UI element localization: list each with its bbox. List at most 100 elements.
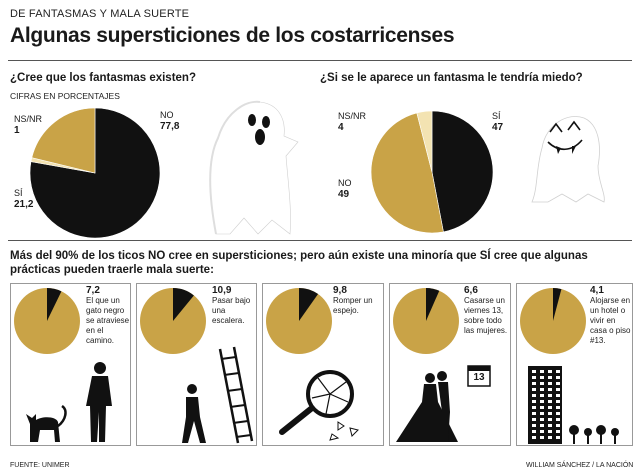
panel-black-cat bbox=[10, 283, 131, 446]
pie1-label-si: SÍ 21,2 bbox=[14, 188, 34, 210]
item-mirror: 9,8 Romper un espejo. bbox=[333, 285, 373, 315]
pie1-label-nsnr: NS/NR 1 bbox=[14, 114, 43, 136]
hotel-window bbox=[556, 376, 560, 379]
hotel-window bbox=[532, 376, 536, 379]
pie-chart-ghosts-exist bbox=[29, 107, 161, 239]
kicker: DE FANTASMAS Y MALA SUERTE bbox=[10, 8, 190, 20]
mini-pie-yes-slice bbox=[299, 288, 319, 321]
pie-chart-ghost-fear bbox=[370, 110, 494, 234]
superstition-note: Más del 90% de los ticos NO cree en supe… bbox=[10, 250, 588, 276]
cute-ghost-illustration bbox=[531, 116, 605, 203]
hotel-window bbox=[556, 412, 560, 415]
hotel-window bbox=[540, 370, 544, 373]
mini-pie-yes-slice bbox=[47, 288, 62, 321]
hotel-window bbox=[540, 412, 544, 415]
item-ladder: 10,9 Pasar bajo una escalera. bbox=[212, 285, 251, 325]
subtitle-percent: CIFRAS EN PORCENTAJES bbox=[10, 91, 120, 101]
pie2-slice-no bbox=[370, 112, 444, 234]
ghost-illustration bbox=[209, 100, 299, 235]
hotel-window bbox=[548, 412, 552, 415]
mini-pie-yes-slice bbox=[173, 288, 194, 321]
hotel-window bbox=[540, 382, 544, 385]
hotel-window bbox=[532, 388, 536, 391]
hotel-window bbox=[556, 418, 560, 421]
hotel-window bbox=[548, 376, 552, 379]
section-divider bbox=[8, 240, 632, 241]
hotel-window bbox=[548, 430, 552, 433]
hotel-window bbox=[532, 418, 536, 421]
hotel-window bbox=[556, 382, 560, 385]
hotel-window bbox=[556, 394, 560, 397]
hotel-window bbox=[540, 388, 544, 391]
hotel-window bbox=[540, 394, 544, 397]
credit-footer: WILLIAM SÁNCHEZ / LA NACIÓN bbox=[526, 462, 634, 469]
hotel-window bbox=[556, 436, 560, 439]
hotel-window bbox=[556, 430, 560, 433]
broken-mirror-illustration bbox=[279, 370, 359, 441]
panel-ladder bbox=[136, 283, 257, 446]
hotel-window bbox=[540, 376, 544, 379]
calendar-day: 13 bbox=[473, 372, 485, 383]
hotel-window bbox=[532, 436, 536, 439]
hotel-window bbox=[532, 394, 536, 397]
mini-pie-yes-slice bbox=[553, 288, 562, 321]
hotel-window bbox=[556, 388, 560, 391]
hotel-building-illustration bbox=[528, 366, 619, 444]
hotel-window bbox=[532, 370, 536, 373]
hotel-window bbox=[532, 412, 536, 415]
panel-friday-13 bbox=[389, 283, 511, 446]
mini-pie-friday-13 bbox=[393, 288, 459, 354]
mini-pie-hotel-13 bbox=[520, 288, 586, 354]
question-2: ¿Si se le aparece un fantasma le tendría… bbox=[320, 72, 583, 84]
mini-pie-yes-slice bbox=[426, 288, 440, 321]
hotel-window bbox=[540, 400, 544, 403]
hotel-window bbox=[532, 430, 536, 433]
man-black-cat-illustration bbox=[26, 362, 112, 442]
item-hotel-13: 4,1 Alojarse en un hotel o vivir en casa… bbox=[590, 285, 631, 345]
item-black-cat: 7,2 El que un gato negro se atraviese en… bbox=[86, 285, 130, 345]
hotel-window bbox=[548, 436, 552, 439]
hotel-window bbox=[532, 382, 536, 385]
wedding-couple-illustration bbox=[396, 371, 458, 442]
hotel-window bbox=[548, 370, 552, 373]
hotel-window bbox=[540, 418, 544, 421]
pie1-slice-s bbox=[31, 107, 96, 174]
panel-mirror bbox=[262, 283, 384, 446]
hotel-window bbox=[540, 436, 544, 439]
panel-hotel-13 bbox=[516, 283, 633, 446]
pie2-label-no: NO 49 bbox=[338, 178, 352, 200]
calendar-icon bbox=[467, 365, 491, 387]
hotel-window bbox=[548, 418, 552, 421]
hotel-window bbox=[540, 430, 544, 433]
hotel-window bbox=[556, 424, 560, 427]
mini-pie-black-cat bbox=[14, 288, 80, 354]
pie2-slice-nsnr bbox=[416, 110, 433, 173]
mini-pie-ladder bbox=[140, 288, 206, 354]
hotel-window bbox=[556, 370, 560, 373]
hotel-window bbox=[548, 382, 552, 385]
hotel-window bbox=[548, 424, 552, 427]
hotel-window bbox=[532, 400, 536, 403]
source-footer: FUENTE: UNIMER bbox=[10, 462, 70, 469]
pie1-slice-no bbox=[29, 107, 161, 239]
hotel-window bbox=[548, 400, 552, 403]
hotel-window bbox=[532, 406, 536, 409]
hotel-window bbox=[548, 388, 552, 391]
hotel-window bbox=[540, 406, 544, 409]
pie1-label-no: NO 77,8 bbox=[160, 110, 180, 132]
hotel-window bbox=[556, 400, 560, 403]
question-1: ¿Cree que los fantasmas existen? bbox=[10, 72, 196, 84]
mini-pie-mirror bbox=[266, 288, 332, 354]
ladder-illustration bbox=[182, 346, 254, 444]
hotel-window bbox=[548, 394, 552, 397]
page-title: Algunas supersticiones de los costarrice… bbox=[10, 24, 455, 47]
pie2-label-si: SÍ 47 bbox=[492, 111, 504, 133]
hotel-window bbox=[540, 424, 544, 427]
hotel-window bbox=[532, 424, 536, 427]
pie2-label-nsnr: NS/NR 4 bbox=[338, 111, 367, 133]
title-divider bbox=[8, 60, 632, 61]
hotel-window bbox=[548, 406, 552, 409]
item-friday-13: 6,6 Casarse un viernes 13, sobre todo la… bbox=[464, 285, 508, 335]
hotel-window bbox=[556, 406, 560, 409]
pie2-slice-s bbox=[431, 110, 494, 233]
